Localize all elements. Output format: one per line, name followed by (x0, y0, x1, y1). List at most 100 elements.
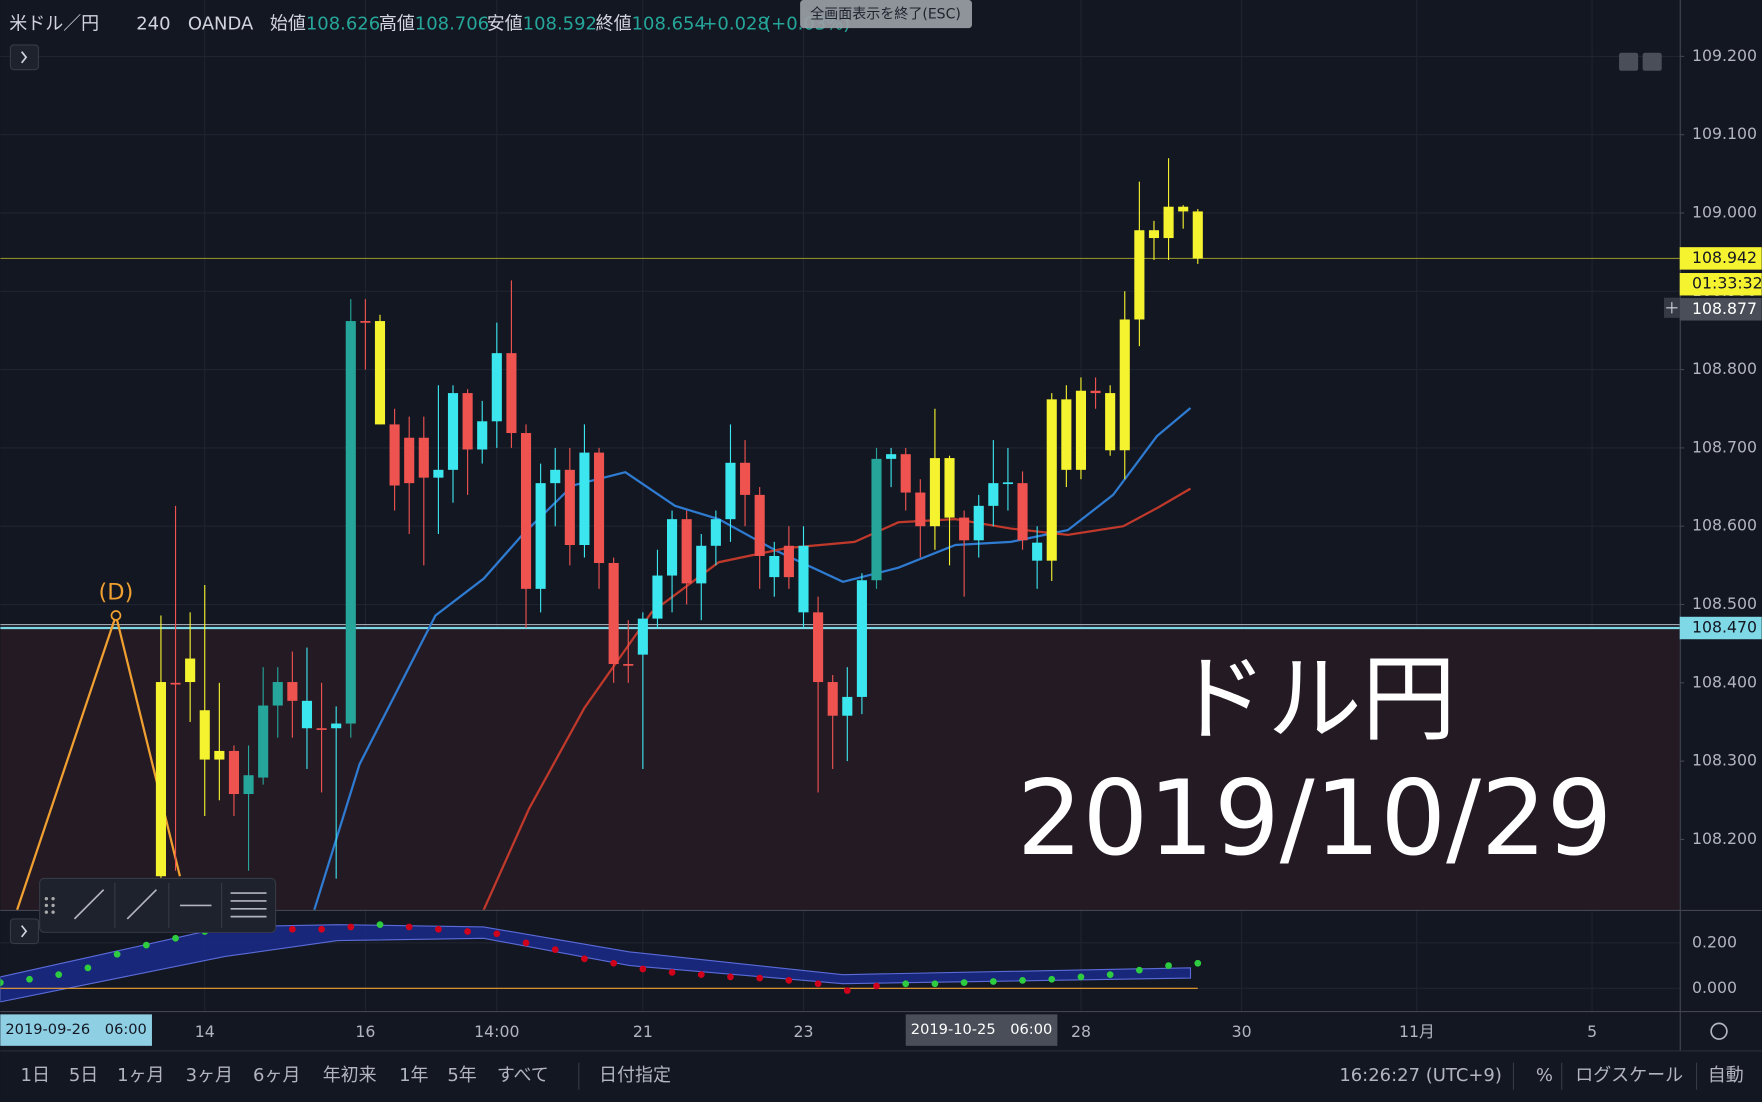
indicator-dot (931, 980, 939, 988)
range-button[interactable]: 1日 (21, 1065, 50, 1086)
crosshair-label-bg (1679, 298, 1762, 321)
fullscreen-notice[interactable]: 全画面表示を終了(ESC) (810, 6, 961, 23)
candle-body (900, 454, 911, 493)
candle-body (696, 545, 707, 584)
auto-button[interactable]: 自動 (1708, 1065, 1744, 1086)
tool-icon[interactable] (230, 892, 267, 918)
cursor-label-bg (0, 1014, 152, 1046)
candle-body (944, 458, 955, 518)
tool-icon[interactable] (126, 889, 158, 920)
candle-body (886, 454, 897, 459)
y-tick-label: 108.700 (1692, 437, 1757, 456)
candle-body (214, 750, 225, 760)
indicator-dot (1106, 971, 1114, 979)
indicator-dot (697, 971, 705, 979)
candle-body (783, 545, 794, 578)
indicator-dot (989, 978, 997, 985)
candle-body (798, 545, 809, 613)
toolbar-panel (39, 877, 277, 933)
countdown-bg (1679, 273, 1762, 296)
x-tick-label: 5 (1587, 1022, 1597, 1041)
y-tick-label: 0.200 (1692, 932, 1737, 951)
source: OANDA (188, 14, 254, 35)
candle-body (418, 437, 429, 478)
pane-button[interactable] (1642, 52, 1662, 71)
candle-body (535, 483, 546, 589)
expand-button[interactable] (9, 44, 40, 71)
indicator-dot (405, 923, 413, 931)
y-tick-label: 109.000 (1692, 202, 1757, 221)
candle-body (199, 710, 210, 760)
indicator-dot (610, 959, 618, 967)
indicator-dot (113, 950, 121, 958)
candle-body (1178, 206, 1189, 212)
percent-button[interactable]: % (1536, 1065, 1553, 1086)
grip (44, 910, 49, 914)
x-tick-label: 14 (195, 1022, 215, 1041)
y-tick-label: 108.300 (1692, 751, 1757, 770)
ohlc-label: 安値 (487, 14, 523, 35)
range-button[interactable]: すべて (497, 1065, 549, 1086)
candle-body (506, 353, 517, 434)
crosshair-label: 108.877 (1692, 299, 1757, 318)
range-button[interactable]: 5日 (69, 1065, 98, 1086)
candle-body (1046, 399, 1057, 561)
indicator-dot (1048, 975, 1056, 983)
candle-body (520, 433, 532, 589)
tool-icon[interactable] (73, 889, 105, 920)
candle-body (667, 519, 678, 576)
candle-body (579, 452, 590, 546)
cloud (0, 924, 1192, 1003)
x-tick-label: 16 (355, 1022, 375, 1041)
indicator-dot (26, 975, 33, 983)
indicator-dot (1077, 973, 1085, 981)
candle-body (929, 458, 940, 527)
candle-body (345, 321, 356, 724)
candle-body (973, 505, 984, 541)
range-button[interactable]: 1ヶ月 (117, 1065, 164, 1086)
candle-body (1105, 393, 1116, 451)
candle-body (856, 580, 867, 697)
ohlc-label: 始値 (270, 14, 306, 35)
range-button[interactable]: 6ヶ月 (253, 1065, 300, 1086)
countdown: 01:33:32 (1692, 274, 1762, 293)
indicator-dot (522, 939, 530, 947)
indicator-dot (814, 980, 822, 988)
settings-icon[interactable] (1710, 1022, 1728, 1040)
range-button[interactable]: 5年 (447, 1065, 476, 1086)
candle-body (360, 321, 371, 323)
indicator-dot (873, 982, 880, 990)
candle-body (959, 517, 970, 541)
expand-button[interactable] (9, 918, 40, 945)
x-tick-label: 30 (1232, 1022, 1252, 1041)
log-button[interactable]: ログスケール (1575, 1065, 1683, 1086)
candle-body (331, 723, 342, 729)
candle-body (827, 682, 838, 716)
range-button[interactable]: 1年 (399, 1065, 428, 1086)
cursor-label-bg (905, 1014, 1058, 1046)
candle-body (374, 321, 386, 425)
candle-body (228, 750, 240, 795)
pattern-label: (D) (99, 580, 134, 606)
candle-body (258, 705, 269, 778)
candle-body (725, 462, 736, 520)
indicator-dot (435, 925, 442, 933)
pane-button[interactable] (1619, 52, 1639, 71)
candle-body (1017, 483, 1028, 541)
candle-body (491, 353, 502, 422)
candle-body (1002, 482, 1013, 485)
range-button[interactable]: 3ヶ月 (186, 1065, 233, 1086)
candle-body (447, 393, 459, 470)
candle-body (433, 469, 444, 478)
level-label-bg (1679, 616, 1762, 640)
range-button[interactable]: 年初来 (323, 1065, 377, 1086)
candle-body (155, 682, 166, 877)
grip (51, 910, 55, 914)
date-button[interactable]: 日付指定 (599, 1065, 671, 1086)
candle-body (301, 700, 313, 729)
annotation: ドル円 (1173, 644, 1456, 754)
candle-body (1119, 319, 1130, 451)
candle-body (170, 682, 181, 685)
candle-body (740, 462, 751, 495)
